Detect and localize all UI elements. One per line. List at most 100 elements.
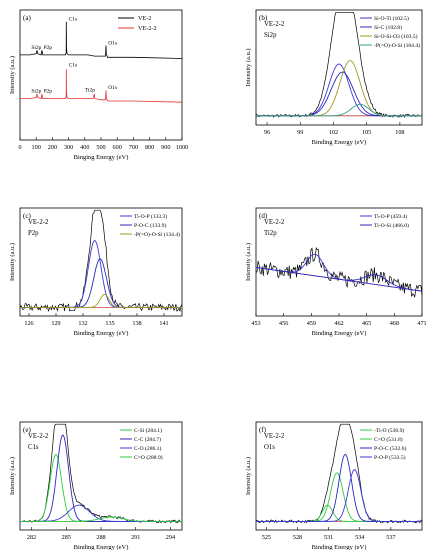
x-tick-label: 528 (293, 534, 302, 541)
component-peak-1 (256, 63, 422, 117)
panel-label: (d) (259, 212, 268, 220)
legend-entry: P-O-C (133.9) (134, 222, 166, 229)
panel-label: (e) (23, 426, 31, 434)
legend-entry: -P(=O)-O-Si (134.4) (134, 231, 180, 238)
x-tick-label: 126 (24, 320, 33, 327)
x-tick-label: 465 (362, 320, 371, 327)
peak-annotation: C1s (69, 17, 78, 23)
x-tick-label: 135 (105, 320, 114, 327)
x-axis-label: Binging Energy (eV) (74, 154, 129, 161)
sample-label: VE-2-2 (28, 433, 49, 440)
component-peak-4 (256, 103, 422, 117)
component-peak-3 (256, 60, 422, 117)
x-tick-label: 132 (78, 320, 87, 327)
x-tick-label: 600 (113, 144, 122, 151)
x-tick-label: 1000 (176, 144, 188, 151)
sample-label: VE-2-2 (264, 433, 285, 440)
x-tick-label: 99 (297, 129, 303, 136)
legend-entry: -Ti-O (530.9) (374, 427, 404, 434)
plot-frame (255, 421, 423, 531)
sample-label: VE-2-2 (264, 21, 285, 28)
component-peak-1 (20, 454, 182, 522)
plot-frame (19, 9, 183, 141)
element-label: C1s (28, 444, 39, 451)
measured-spectrum (19, 209, 183, 313)
legend-entry: Ti-O-P (459.4) (374, 213, 407, 220)
x-tick-label: 300 (64, 144, 73, 151)
x-axis-label: Binding Energy (eV) (312, 330, 367, 337)
y-axis-label: Intensity (a.u.) (9, 243, 16, 281)
y-axis-label: Intensity (a.u.) (9, 457, 16, 495)
x-tick-label: 800 (145, 144, 154, 151)
peak-annotation: P2p (43, 89, 52, 95)
x-tick-label: 900 (161, 144, 170, 151)
panel-label: (b) (259, 14, 268, 22)
legend-entry: VE-2-2 (138, 25, 157, 32)
legend-entry: C=O (531.8) (374, 436, 403, 443)
legend-entry: C-Si (284.1) (134, 427, 162, 434)
component-peak-4 (20, 516, 182, 522)
x-tick-label: 108 (395, 129, 404, 136)
x-axis-label: Binding Energy (eV) (312, 544, 367, 550)
x-tick-label: 285 (62, 534, 71, 541)
sample-label: VE-2-2 (264, 219, 285, 226)
legend-entry: VE-2 (138, 15, 151, 22)
peak-annotation: C1s (69, 63, 78, 69)
element-label: O1s (264, 444, 275, 451)
peak-annotation: O1s (108, 85, 117, 91)
x-tick-label: 141 (159, 320, 168, 327)
component-peak-2 (256, 71, 422, 117)
x-tick-label: 462 (334, 320, 343, 327)
x-tick-label: 96 (264, 129, 270, 136)
x-tick-label: 282 (27, 534, 36, 541)
legend-entry: P-O-C (532.6) (374, 445, 406, 452)
x-tick-label: 453 (251, 320, 260, 327)
peak-annotation: Si2p (31, 89, 41, 95)
x-tick-label: 105 (362, 129, 371, 136)
measured-spectrum (255, 246, 423, 298)
x-tick-label: 531 (324, 534, 333, 541)
y-axis-label: Intensity (a.u.) (9, 56, 16, 94)
y-axis-label: Intensity (a.u.) (245, 457, 252, 495)
component-peak-2 (255, 266, 423, 292)
x-axis-label: Binding Energy (eV) (74, 544, 129, 550)
component-peak-4 (256, 468, 422, 522)
x-axis-label: Binding Energy (eV) (74, 330, 129, 337)
x-tick-label: 129 (51, 320, 60, 327)
x-tick-label: 459 (307, 320, 316, 327)
legend-entry: Ti-O-Si (466.0) (374, 222, 409, 229)
x-tick-label: 500 (96, 144, 105, 151)
x-tick-label: 100 (32, 144, 41, 151)
x-tick-label: 0 (18, 144, 21, 151)
x-tick-label: 102 (329, 129, 338, 136)
x-tick-label: 537 (386, 534, 395, 541)
x-tick-label: 138 (132, 320, 141, 327)
series-line-1 (20, 21, 183, 59)
x-tick-label: 456 (279, 320, 288, 327)
panel-label: (a) (23, 14, 31, 22)
plot-frame (19, 207, 183, 317)
y-axis-label: Intensity (a.u.) (245, 48, 252, 86)
component-peak-3 (256, 453, 422, 522)
legend-entry: Si-O-Si-O3 (103.5) (374, 33, 418, 40)
peak-annotation: Ti2p (85, 88, 95, 94)
x-tick-label: 291 (131, 534, 140, 541)
peak-annotation: Si2p (31, 45, 41, 51)
panel-label: (c) (23, 212, 31, 220)
legend-entry: C-O (286.1) (134, 445, 161, 452)
legend-entry: C=O (288.9) (134, 454, 163, 461)
legend-entry: C-C (284.7) (134, 436, 161, 443)
x-axis-label: Binding Energy (eV) (312, 139, 367, 146)
x-tick-label: 700 (129, 144, 138, 151)
x-tick-label: 525 (262, 534, 271, 541)
peak-annotation: O1s (108, 40, 117, 46)
component-peak-3 (20, 294, 182, 308)
legend-entry: -P(=O)-O-Si (104.4) (374, 42, 420, 49)
x-tick-label: 200 (48, 144, 57, 151)
x-tick-label: 534 (355, 534, 364, 541)
element-label: P2p (28, 230, 39, 237)
panel-label: (f) (259, 426, 267, 434)
x-tick-label: 468 (390, 320, 399, 327)
legend-entry: Si-C (102.8) (374, 24, 402, 31)
